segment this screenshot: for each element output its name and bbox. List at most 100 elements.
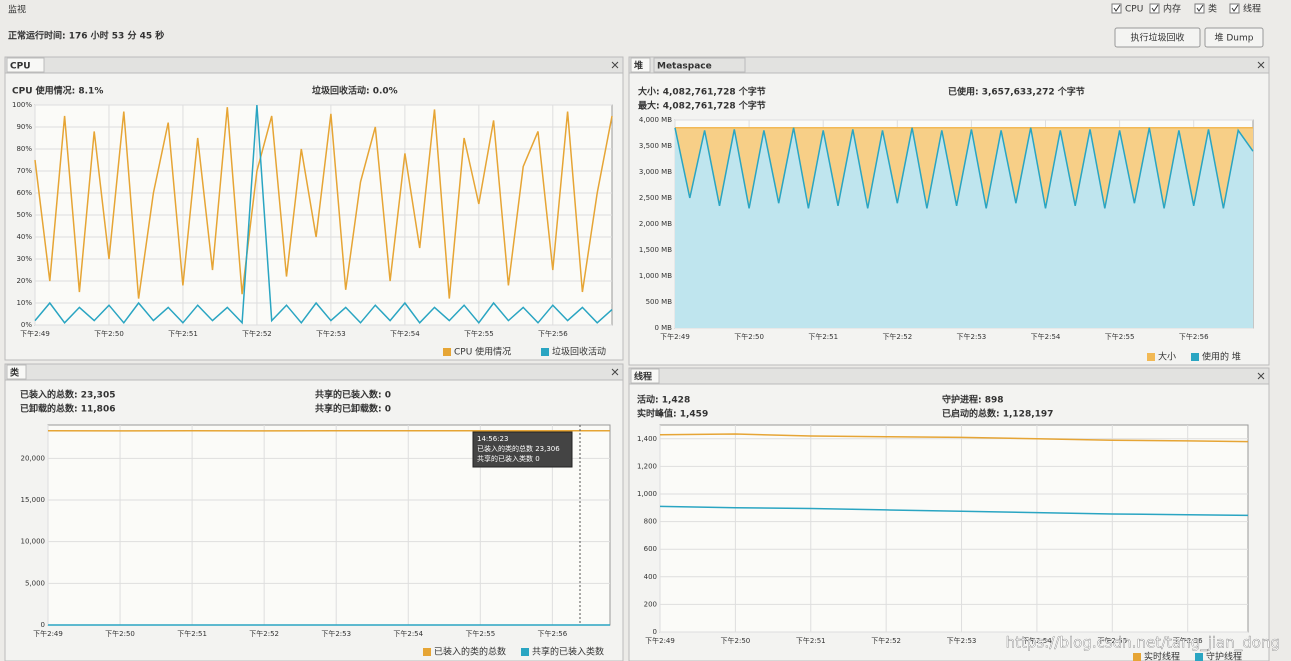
stat: 最大: 4,082,761,728 个字节 bbox=[638, 100, 766, 112]
close-icon[interactable] bbox=[611, 368, 619, 376]
legend-label: CPU 使用情况 bbox=[454, 346, 511, 358]
x-tick-label: 下午2:54 bbox=[1031, 332, 1061, 341]
y-tick-label: 80% bbox=[16, 145, 32, 153]
y-tick-label: 800 bbox=[644, 518, 657, 526]
x-tick-label: 下午2:56 bbox=[1179, 332, 1209, 341]
y-tick-label: 0 MB bbox=[654, 324, 672, 332]
tab-title: 监视 bbox=[8, 4, 26, 16]
tab-label[interactable]: 线程 bbox=[634, 371, 652, 383]
x-tick-label: 下午2:49 bbox=[660, 332, 690, 341]
checkmark bbox=[1196, 4, 1204, 12]
legend-swatch bbox=[423, 648, 431, 656]
y-tick-label: 200 bbox=[644, 600, 657, 608]
stat: 已装入的总数: 23,305 bbox=[20, 389, 115, 401]
stat: 已启动的总数: 1,128,197 bbox=[942, 408, 1053, 420]
x-tick-label: 下午2:52 bbox=[249, 629, 279, 638]
y-tick-label: 3,000 MB bbox=[639, 168, 672, 176]
y-tick-label: 0 bbox=[653, 628, 657, 636]
button-label[interactable]: 堆 Dump bbox=[1215, 33, 1254, 44]
y-tick-label: 1,000 MB bbox=[639, 272, 672, 280]
y-tick-label: 50% bbox=[16, 211, 32, 219]
series-line bbox=[659, 433, 1249, 443]
y-tick-label: 40% bbox=[16, 233, 32, 241]
stat: 活动: 1,428 bbox=[637, 394, 690, 406]
legend-label: 共享的已装入类数 bbox=[532, 646, 604, 658]
panel-titlebar bbox=[4, 363, 624, 381]
x-tick-label: 下午2:56 bbox=[537, 629, 567, 638]
y-tick-label: 20,000 bbox=[21, 454, 46, 462]
checkmark bbox=[1151, 4, 1159, 12]
legend-label: 使用的 堆 bbox=[1202, 351, 1241, 363]
x-tick-label: 下午2:53 bbox=[316, 329, 346, 338]
tab[interactable] bbox=[653, 57, 746, 73]
tab-label[interactable]: 堆 bbox=[634, 60, 643, 72]
stat: 已卸载的总数: 11,806 bbox=[20, 403, 115, 415]
legend-swatch bbox=[1147, 353, 1155, 361]
watermark: https://blog.csdn.net/tang_jian_dong bbox=[1006, 634, 1280, 653]
y-tick-label: 0 bbox=[41, 621, 45, 629]
y-tick-label: 500 MB bbox=[646, 298, 673, 306]
x-tick-label: 下午2:49 bbox=[33, 629, 63, 638]
legend-label: 垃圾回收活动 bbox=[552, 346, 606, 358]
y-tick-label: 1,500 MB bbox=[639, 246, 672, 254]
y-tick-label: 90% bbox=[16, 123, 32, 131]
series-line bbox=[34, 104, 613, 325]
x-tick-label: 下午2:51 bbox=[177, 629, 207, 638]
legend-swatch bbox=[521, 648, 529, 656]
plot-area bbox=[659, 424, 1249, 633]
tab[interactable] bbox=[6, 364, 27, 380]
tab[interactable] bbox=[630, 368, 660, 384]
x-tick-label: 下午2:55 bbox=[1097, 636, 1127, 645]
x-tick-label: 下午2:52 bbox=[242, 329, 272, 338]
y-tick-label: 0% bbox=[21, 321, 32, 329]
tab-label[interactable]: CPU bbox=[10, 62, 31, 72]
panel-titlebar bbox=[4, 56, 624, 74]
y-tick-label: 2,000 MB bbox=[639, 220, 672, 228]
checkbox-label: CPU bbox=[1125, 5, 1143, 15]
stat: 大小: 4,082,761,728 个字节 bbox=[638, 86, 766, 98]
close-icon[interactable] bbox=[1257, 61, 1265, 69]
tab-label[interactable]: Metaspace bbox=[657, 62, 712, 72]
x-tick-label: 下午2:53 bbox=[957, 332, 987, 341]
y-tick-label: 10% bbox=[16, 299, 32, 307]
checkbox-label: 类 bbox=[1208, 3, 1217, 15]
x-tick-label: 下午2:49 bbox=[20, 329, 50, 338]
x-tick-label: 下午2:50 bbox=[105, 629, 135, 638]
tab[interactable] bbox=[630, 57, 651, 73]
checkbox[interactable] bbox=[1194, 3, 1205, 14]
y-tick-label: 70% bbox=[16, 167, 32, 175]
y-tick-label: 4,000 MB bbox=[639, 116, 672, 124]
legend-swatch bbox=[1195, 653, 1203, 661]
x-tick-label: 下午2:55 bbox=[1105, 332, 1135, 341]
x-tick-label: 下午2:52 bbox=[871, 636, 901, 645]
tab[interactable] bbox=[6, 57, 45, 73]
close-icon[interactable] bbox=[611, 61, 619, 69]
checkbox[interactable] bbox=[1229, 3, 1240, 14]
checkbox[interactable] bbox=[1111, 3, 1122, 14]
button[interactable] bbox=[1114, 27, 1201, 48]
stat: 守护进程: 898 bbox=[942, 394, 1004, 406]
close-icon[interactable] bbox=[1257, 372, 1265, 380]
y-tick-label: 15,000 bbox=[21, 496, 46, 504]
x-tick-label: 下午2:51 bbox=[796, 636, 826, 645]
legend-label: 已装入的类的总数 bbox=[434, 646, 506, 658]
legend-swatch bbox=[1191, 353, 1199, 361]
y-tick-label: 30% bbox=[16, 255, 32, 263]
button[interactable] bbox=[1204, 27, 1264, 48]
legend-label: 实时线程 bbox=[1144, 651, 1180, 661]
tab-label[interactable]: 类 bbox=[10, 367, 20, 379]
x-tick-label: 下午2:55 bbox=[464, 329, 494, 338]
x-tick-label: 下午2:50 bbox=[721, 636, 751, 645]
y-tick-label: 400 bbox=[644, 573, 657, 581]
checkbox[interactable] bbox=[1149, 3, 1160, 14]
tooltip-text: 14:56:23 bbox=[477, 435, 508, 443]
x-tick-label: 下午2:56 bbox=[1173, 636, 1203, 645]
button-label[interactable]: 执行垃圾回收 bbox=[1130, 32, 1184, 44]
legend-label: 大小 bbox=[1158, 351, 1176, 363]
y-tick-label: 1,000 bbox=[637, 490, 657, 498]
x-tick-label: 下午2:54 bbox=[393, 629, 423, 638]
x-tick-label: 下午2:56 bbox=[538, 329, 568, 338]
y-tick-label: 10,000 bbox=[21, 538, 46, 546]
y-tick-label: 1,200 bbox=[637, 462, 657, 470]
